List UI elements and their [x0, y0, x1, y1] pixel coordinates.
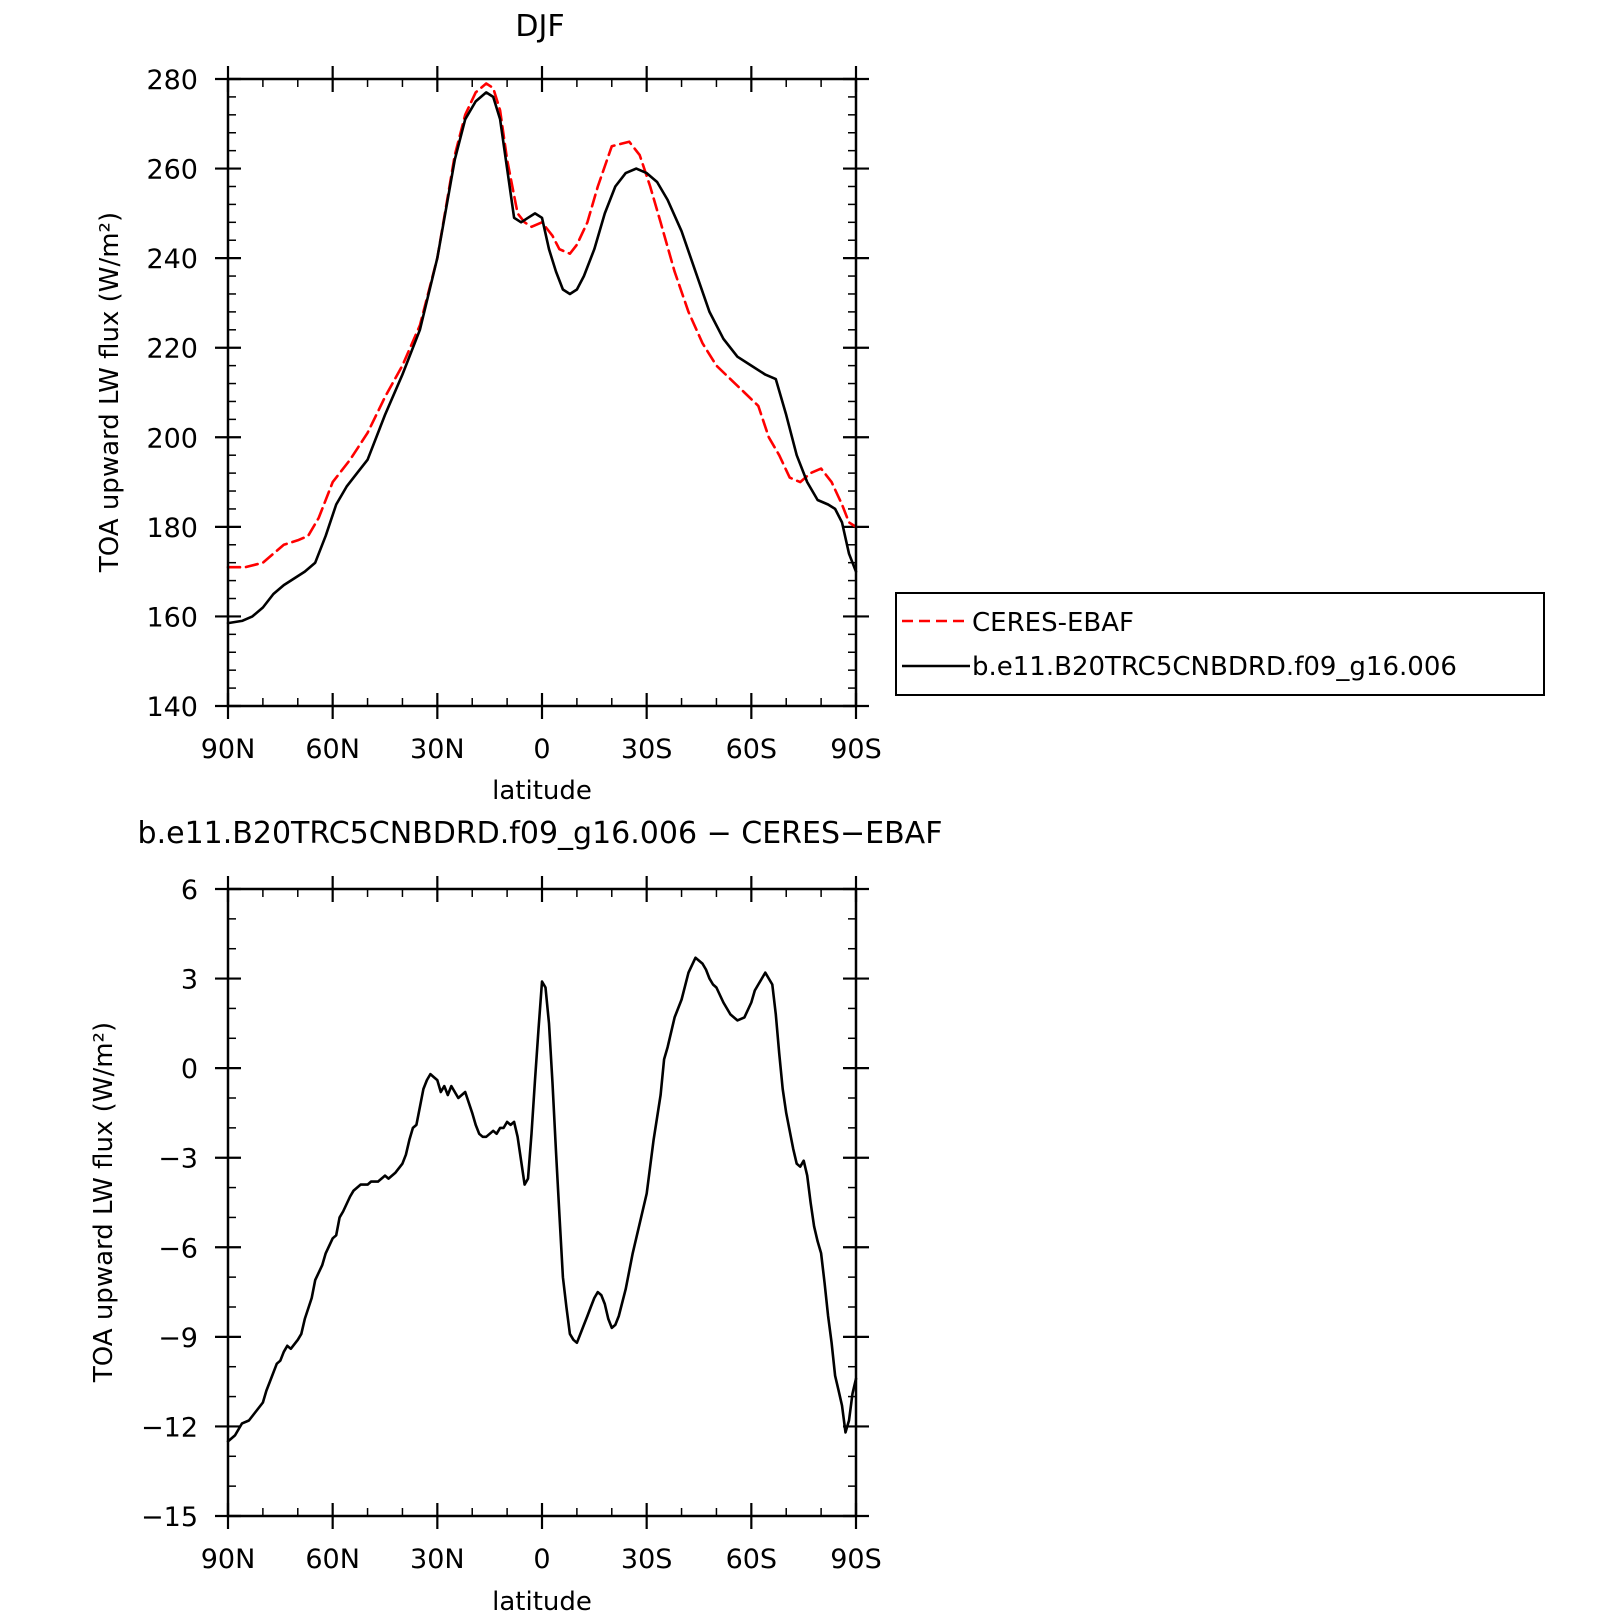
- legend-label-ceres: CERES-EBAF: [972, 608, 1134, 638]
- y-tick-label: 220: [146, 334, 198, 365]
- series-line-1: [226, 82, 858, 569]
- x-tick-label: 30S: [621, 734, 673, 765]
- x-tick-label: 60S: [726, 1544, 778, 1575]
- y-tick-label: 3: [181, 965, 198, 996]
- x-tick-label: 90S: [830, 1544, 882, 1575]
- major-ticks: [215, 876, 869, 1529]
- minor-ticks: [228, 889, 856, 1516]
- y-axis-title: TOA upward LW flux (W/m²): [95, 212, 125, 573]
- x-tick-label: 60S: [726, 734, 778, 765]
- x-axis-title: latitude: [492, 1587, 592, 1613]
- x-tick-label: 0: [533, 734, 550, 765]
- plot-frame: [226, 77, 858, 708]
- major-ticks: [215, 66, 869, 719]
- legend-label-model: b.e11.B20TRC5CNBDRD.f09_g16.006: [972, 652, 1457, 682]
- y-tick-label: −9: [158, 1323, 198, 1354]
- y-tick-label: 200: [146, 423, 198, 454]
- y-tick-label: 280: [146, 65, 198, 96]
- y-tick-label: −12: [141, 1412, 198, 1443]
- x-tick-labels: 90N 60N 30N 0 30S 60S 90S: [201, 734, 882, 765]
- y-tick-label: −3: [158, 1144, 198, 1175]
- x-tick-label: 90N: [201, 734, 256, 765]
- y-axis-title: TOA upward LW flux (W/m²): [89, 1022, 119, 1383]
- y-tick-label: 260: [146, 155, 198, 186]
- legend: CERES-EBAF b.e11.B20TRC5CNBDRD.f09_g16.0…: [895, 592, 1545, 696]
- y-tick-label: 180: [146, 513, 198, 544]
- x-tick-label: 60N: [305, 1544, 360, 1575]
- y-tick-label: 0: [181, 1054, 198, 1085]
- y-tick-label: 240: [146, 244, 198, 275]
- x-tick-label: 30N: [410, 1544, 465, 1575]
- x-tick-label: 0: [533, 1544, 550, 1575]
- x-tick-label: 60N: [305, 734, 360, 765]
- y-tick-label: −6: [158, 1233, 198, 1264]
- x-tick-label: 30S: [621, 1544, 673, 1575]
- y-tick-label: 160: [146, 602, 198, 633]
- y-tick-label: −15: [141, 1502, 198, 1533]
- minor-ticks: [228, 79, 856, 706]
- series-line-2: [226, 91, 858, 625]
- panel-title: DJF: [515, 9, 564, 44]
- x-tick-labels: 90N 60N 30N 0 30S 60S 90S: [201, 1544, 882, 1575]
- y-tick-labels: 140 160 180 200 220 240 260 280: [146, 65, 198, 723]
- panel-title: b.e11.B20TRC5CNBDRD.f09_g16.006 − CERES−…: [138, 816, 943, 851]
- plot-frame: [226, 887, 858, 1518]
- x-axis-title: latitude: [492, 776, 592, 806]
- zonal-mean-flux-panel: DJF 90N 60N 30N 0 30S 60S 90S 140 160 180 200 220 2…: [95, 9, 882, 806]
- series-line-1: [226, 956, 858, 1443]
- x-tick-label: 30N: [410, 734, 465, 765]
- x-tick-label: 90N: [201, 1544, 256, 1575]
- difference-panel: b.e11.B20TRC5CNBDRD.f09_g16.006 − CERES−…: [89, 816, 942, 1613]
- legend-frame: [895, 592, 1545, 696]
- y-tick-label: 6: [181, 875, 198, 906]
- x-tick-label: 90S: [830, 734, 882, 765]
- y-tick-label: 140: [146, 692, 198, 723]
- y-tick-labels: −15 −12 −9 −6 −3 0 3 6: [141, 875, 198, 1533]
- series-lines: [226, 956, 858, 1443]
- series-lines: [226, 82, 858, 625]
